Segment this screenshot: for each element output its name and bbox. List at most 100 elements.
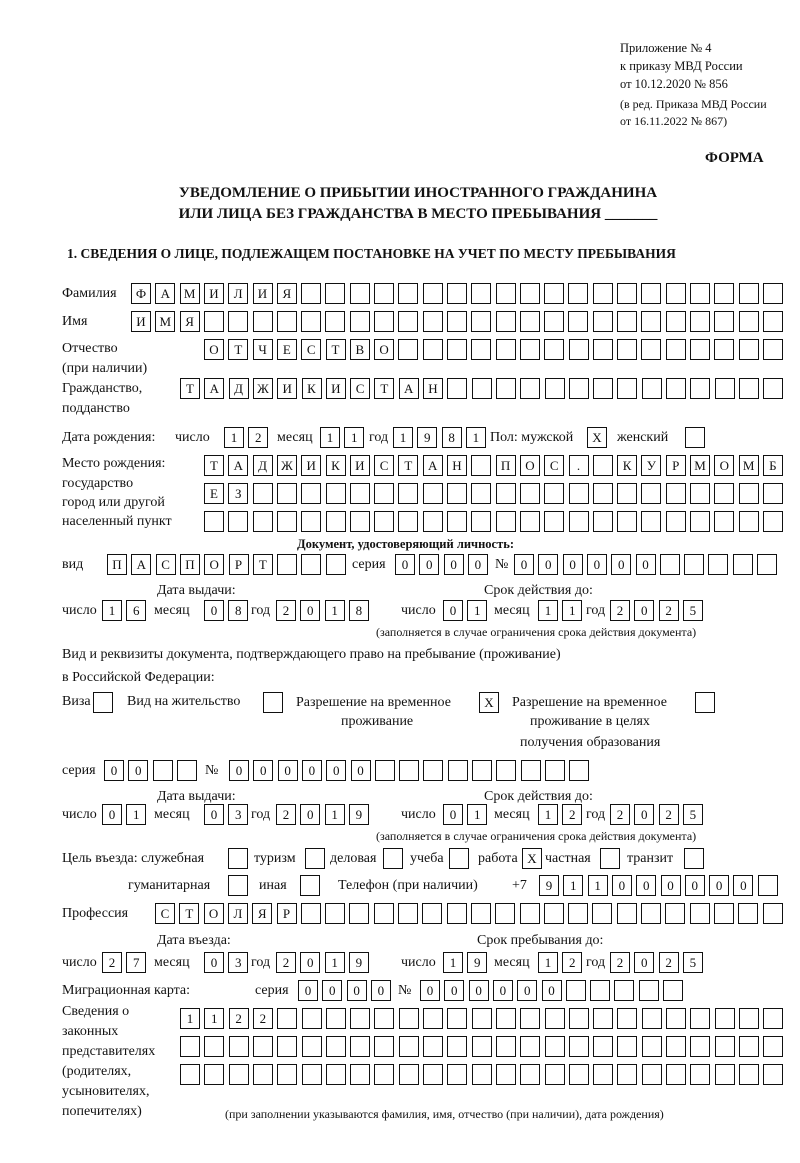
- char-cell[interactable]: [447, 760, 468, 781]
- char-cell[interactable]: Б: [762, 455, 783, 476]
- char-cell[interactable]: [568, 1036, 589, 1057]
- char-cell[interactable]: Е: [204, 483, 224, 504]
- char-cell[interactable]: 0: [253, 760, 274, 781]
- char-cell[interactable]: [689, 283, 710, 304]
- char-cell[interactable]: [663, 980, 683, 1001]
- char-cell[interactable]: [685, 427, 705, 448]
- char-cell[interactable]: 0: [709, 875, 730, 896]
- char-cell[interactable]: [447, 1036, 468, 1057]
- char-cell[interactable]: 0: [301, 760, 322, 781]
- char-cell[interactable]: 1: [204, 1008, 225, 1029]
- char-cell[interactable]: [520, 1064, 541, 1085]
- char-cell[interactable]: Я: [252, 903, 273, 924]
- char-cell[interactable]: 0: [395, 554, 415, 575]
- char-cell[interactable]: 1: [467, 600, 488, 621]
- char-cell[interactable]: [617, 283, 637, 304]
- char-cell[interactable]: [325, 1064, 346, 1085]
- char-cell[interactable]: Р: [665, 455, 686, 476]
- char-cell[interactable]: [301, 483, 322, 504]
- char-cell[interactable]: [690, 1008, 711, 1029]
- char-cell[interactable]: [593, 1008, 614, 1029]
- char-cell[interactable]: [383, 848, 403, 869]
- char-cell[interactable]: [641, 283, 662, 304]
- char-cell[interactable]: [252, 483, 273, 504]
- char-cell[interactable]: [568, 483, 589, 504]
- char-cell[interactable]: [641, 339, 662, 360]
- char-cell[interactable]: [373, 903, 394, 924]
- char-cell[interactable]: [325, 311, 346, 332]
- char-cell[interactable]: [276, 511, 297, 532]
- char-cell[interactable]: 1: [324, 952, 345, 973]
- char-cell[interactable]: [738, 1008, 759, 1029]
- char-cell[interactable]: [228, 875, 248, 896]
- char-cell[interactable]: [762, 903, 783, 924]
- char-cell[interactable]: И: [277, 378, 298, 399]
- char-cell[interactable]: 0: [229, 760, 249, 781]
- char-cell[interactable]: 1: [538, 804, 558, 825]
- char-cell[interactable]: 0: [541, 980, 562, 1001]
- char-cell[interactable]: 0: [586, 554, 607, 575]
- char-cell[interactable]: [349, 483, 370, 504]
- char-cell[interactable]: [641, 378, 662, 399]
- char-cell[interactable]: [641, 311, 662, 332]
- char-cell[interactable]: [374, 311, 394, 332]
- char-cell[interactable]: [422, 903, 443, 924]
- char-cell[interactable]: [617, 311, 637, 332]
- char-cell[interactable]: [180, 1064, 200, 1085]
- char-cell[interactable]: [684, 554, 705, 575]
- char-cell[interactable]: [422, 283, 443, 304]
- char-cell[interactable]: 2: [610, 804, 630, 825]
- char-cell[interactable]: [520, 760, 541, 781]
- char-cell[interactable]: [471, 311, 492, 332]
- char-cell[interactable]: М: [690, 455, 710, 476]
- char-cell[interactable]: 2: [610, 952, 630, 973]
- char-cell[interactable]: [519, 483, 540, 504]
- char-cell[interactable]: 0: [102, 804, 122, 825]
- char-cell[interactable]: [763, 1064, 784, 1085]
- char-cell[interactable]: О: [204, 339, 224, 360]
- char-cell[interactable]: 2: [276, 804, 296, 825]
- char-cell[interactable]: 9: [417, 427, 438, 448]
- char-cell[interactable]: [738, 339, 759, 360]
- char-cell[interactable]: О: [204, 554, 225, 575]
- char-cell[interactable]: 1: [562, 600, 583, 621]
- char-cell[interactable]: [301, 1064, 322, 1085]
- char-cell[interactable]: [592, 283, 613, 304]
- char-cell[interactable]: [496, 760, 517, 781]
- char-cell[interactable]: 0: [636, 875, 657, 896]
- char-cell[interactable]: [568, 1064, 589, 1085]
- char-cell[interactable]: [495, 483, 516, 504]
- char-cell[interactable]: [617, 339, 638, 360]
- char-cell[interactable]: [544, 483, 565, 504]
- char-cell[interactable]: 0: [298, 980, 318, 1001]
- char-cell[interactable]: [714, 311, 735, 332]
- char-cell[interactable]: 1: [465, 427, 486, 448]
- char-cell[interactable]: [228, 1036, 249, 1057]
- char-cell[interactable]: 0: [634, 804, 655, 825]
- char-cell[interactable]: Ч: [252, 339, 273, 360]
- char-cell[interactable]: С: [374, 455, 395, 476]
- char-cell[interactable]: [228, 311, 249, 332]
- char-cell[interactable]: [471, 1036, 492, 1057]
- char-cell[interactable]: [714, 283, 735, 304]
- char-cell[interactable]: [617, 483, 638, 504]
- char-cell[interactable]: [422, 339, 443, 360]
- char-cell[interactable]: 0: [443, 600, 463, 621]
- char-cell[interactable]: 1: [344, 427, 365, 448]
- char-cell[interactable]: 2: [252, 1008, 273, 1029]
- char-cell[interactable]: 0: [611, 875, 632, 896]
- char-cell[interactable]: 2: [610, 600, 630, 621]
- char-cell[interactable]: [398, 1064, 419, 1085]
- char-cell[interactable]: [738, 378, 759, 399]
- char-cell[interactable]: [641, 1064, 662, 1085]
- char-cell[interactable]: 2: [276, 952, 296, 973]
- char-cell[interactable]: М: [155, 311, 176, 332]
- char-cell[interactable]: 0: [370, 980, 391, 1001]
- char-cell[interactable]: [616, 903, 637, 924]
- char-cell[interactable]: 9: [467, 952, 488, 973]
- char-cell[interactable]: 0: [204, 600, 224, 621]
- char-cell[interactable]: 0: [684, 875, 705, 896]
- char-cell[interactable]: [544, 311, 565, 332]
- char-cell[interactable]: [544, 1064, 565, 1085]
- char-cell[interactable]: [568, 339, 589, 360]
